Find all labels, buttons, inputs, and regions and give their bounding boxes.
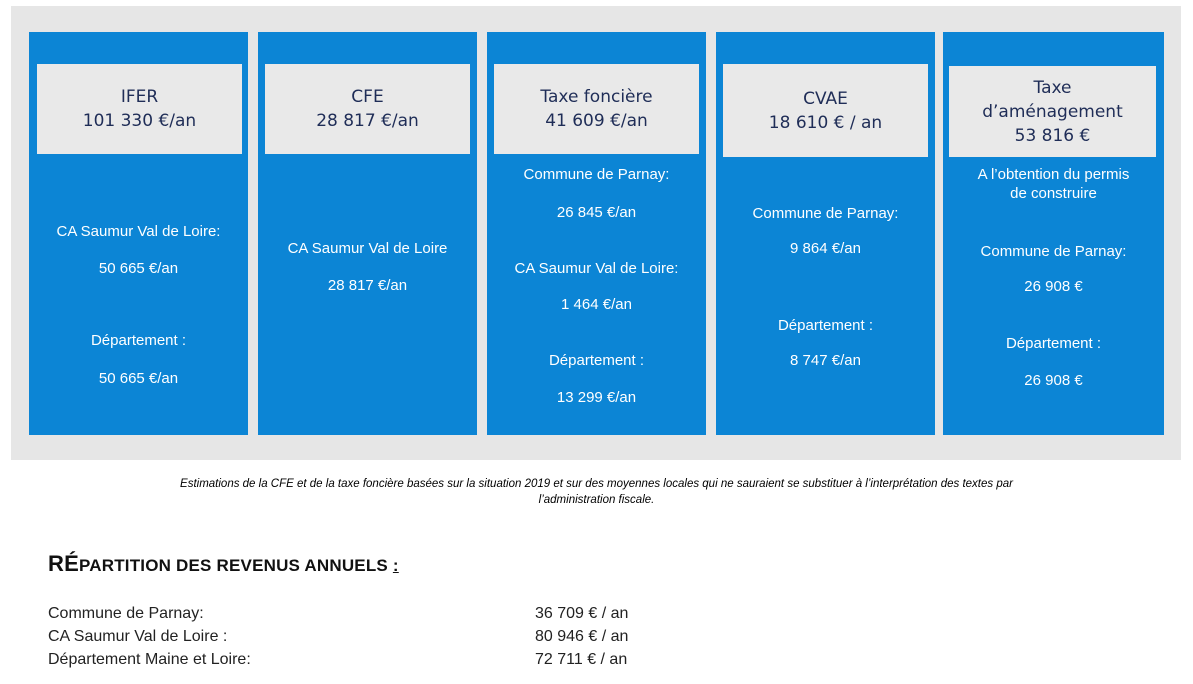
beneficiary-label: CA Saumur Val de Loire:	[514, 260, 679, 277]
revenue-value: 80 946 € / an	[535, 628, 629, 645]
revenue-label: Département Maine et Loire:	[48, 651, 251, 668]
tax-title: IFER	[120, 87, 159, 107]
footnote-line: Estimations de la CFE et de la taxe fonc…	[180, 478, 1013, 490]
beneficiary-amount: 13 299 €/an	[556, 389, 637, 406]
revenue-value: 36 709 € / an	[535, 605, 629, 622]
beneficiary-amount: 26 908 €	[1024, 278, 1083, 295]
tax-total: 101 330 €/an	[82, 111, 197, 131]
tax-header-cfe: CFE 28 817 €/an	[265, 64, 470, 154]
tax-header-cvae: CVAE 18 610 € / an	[723, 64, 928, 157]
beneficiary-amount: 50 665 €/an	[98, 370, 179, 387]
tax-total: 53 816 €	[1014, 125, 1091, 146]
tax-column-ifer: IFER 101 330 €/an CA Saumur Val de Loire…	[29, 32, 248, 435]
beneficiary-amount: 1 464 €/an	[561, 296, 632, 313]
tax-header-ifer: IFER 101 330 €/an	[37, 64, 242, 154]
tax-column-cfe: CFE 28 817 €/an CA Saumur Val de Loire 2…	[258, 32, 477, 435]
beneficiary-label: Département :	[1005, 335, 1102, 352]
beneficiary-label: CA Saumur Val de Loire	[287, 240, 448, 257]
beneficiary-amount: 26 845 €/an	[556, 204, 637, 221]
beneficiary-label: Commune de Parnay:	[752, 205, 899, 222]
beneficiary-label: Département :	[90, 332, 187, 349]
beneficiary-label: Commune de Parnay:	[523, 166, 670, 183]
condition-note: de construire	[1010, 185, 1097, 202]
beneficiary-amount: 28 817 €/an	[327, 277, 408, 294]
footnote-line: l’administration fiscale.	[538, 494, 655, 506]
beneficiary-amount: 50 665 €/an	[98, 260, 179, 277]
revenue-value: 72 711 € / an	[535, 651, 628, 668]
tax-title: CVAE	[803, 88, 848, 109]
tax-header-taxe-amenagement: Taxe d’aménagement 53 816 €	[949, 66, 1156, 157]
tax-title: Taxe	[1033, 77, 1072, 98]
section-title: RÉPARTITION DES REVENUS ANNUELS :	[48, 551, 399, 577]
tax-total: 41 609 €/an	[545, 111, 648, 131]
beneficiary-amount: 26 908 €	[1024, 372, 1083, 389]
tax-column-cvae: CVAE 18 610 € / an Commune de Parnay: 9 …	[716, 32, 935, 435]
tax-column-taxe-fonciere: Taxe foncière 41 609 €/an Commune de Par…	[487, 32, 706, 435]
beneficiary-label: CA Saumur Val de Loire:	[56, 223, 221, 240]
tax-title: CFE	[351, 87, 384, 107]
tax-title: Taxe foncière	[540, 87, 653, 107]
beneficiary-amount: 9 864 €/an	[790, 240, 861, 257]
revenue-label: Commune de Parnay:	[48, 605, 204, 622]
tax-header-taxe-fonciere: Taxe foncière 41 609 €/an	[494, 64, 699, 154]
section-title-colon: :	[392, 556, 399, 575]
section-title-initial: RÉ	[48, 551, 79, 576]
condition-note: A l’obtention du permis	[977, 166, 1130, 183]
tax-title: d’aménagement	[982, 101, 1123, 122]
beneficiary-label: Département :	[777, 317, 874, 334]
beneficiary-label: Commune de Parnay:	[980, 243, 1127, 260]
tax-column-taxe-amenagement: Taxe d’aménagement 53 816 € A l’obtentio…	[943, 32, 1164, 435]
beneficiary-amount: 8 747 €/an	[790, 352, 861, 369]
beneficiary-label: Département :	[548, 352, 645, 369]
revenue-label: CA Saumur Val de Loire :	[48, 628, 228, 645]
tax-total: 28 817 €/an	[316, 111, 419, 131]
footnote: Estimations de la CFE et de la taxe fonc…	[20, 476, 1173, 508]
section-title-text: PARTITION DES REVENUS ANNUELS	[78, 556, 393, 575]
tax-total: 18 610 € / an	[768, 112, 883, 133]
